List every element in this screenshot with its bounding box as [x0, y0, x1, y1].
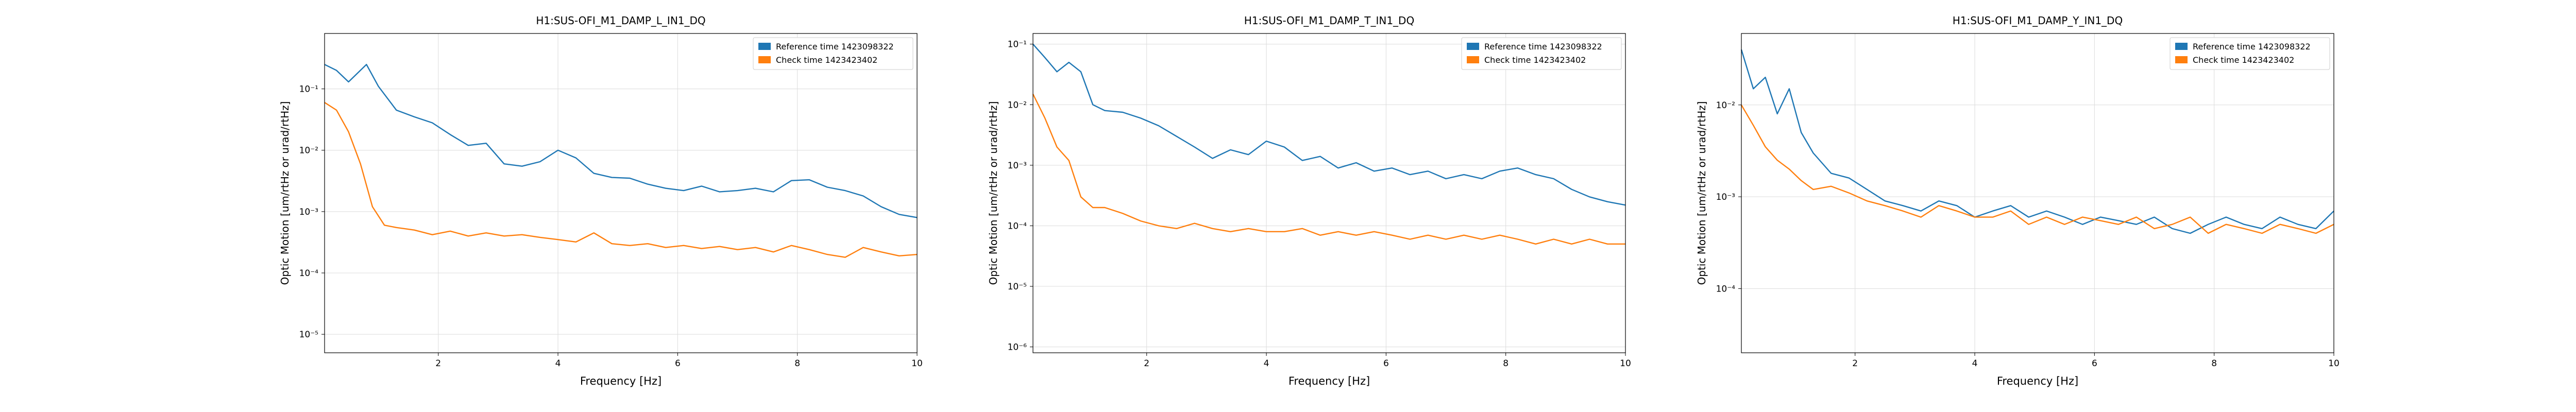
- chart-2: H1:SUS-OFI_M1_DAMP_T_IN1_DQ 2 4 6 8 10 10⁻⁶ 10⁻…: [987, 14, 1631, 387]
- x-tick-label: 2: [1144, 358, 1149, 369]
- axes-frame: [1741, 33, 2334, 353]
- y-axis-label: Optic Motion [um/rtHz or urad/rtHz]: [1696, 101, 1708, 285]
- legend-swatch: [2175, 43, 2188, 50]
- legend-box: [1461, 37, 1622, 70]
- legend-swatch: [758, 56, 771, 63]
- x-axis-label: Frequency [Hz]: [1997, 375, 2078, 387]
- x-tick-label: 2: [435, 358, 441, 369]
- x-tick-label: 8: [794, 358, 800, 369]
- y-tick-label: 10⁻³: [1008, 161, 1027, 171]
- x-tick-label: 6: [1383, 358, 1389, 369]
- legend-swatch: [1467, 56, 1479, 63]
- y-tick-label: 10⁻⁴: [1008, 221, 1027, 231]
- y-tick-label: 10⁻⁶: [1008, 342, 1027, 353]
- check-series-line: [324, 101, 918, 258]
- check-series-line: [1032, 94, 1625, 245]
- x-tick-label: 10: [2328, 358, 2340, 369]
- chart-title: H1:SUS-OFI_M1_DAMP_Y_IN1_DQ: [1953, 14, 2123, 27]
- legend: Reference time 1423098322 Check time 1423…: [753, 37, 913, 70]
- legend-label: Check time 1423423402: [776, 55, 877, 65]
- reference-series-line: [1032, 43, 1626, 206]
- legend-label: Reference time 1423098322: [2193, 42, 2311, 52]
- axes-frame: [324, 33, 918, 353]
- y-tick-label: 10⁻⁴: [299, 268, 319, 279]
- y-tick-label: 10⁻²: [1716, 100, 1735, 111]
- legend-label: Check time 1423423402: [2193, 55, 2294, 65]
- legend-swatch: [758, 43, 771, 50]
- reference-series-line: [1740, 49, 2334, 234]
- chart-1: H1:SUS-OFI_M1_DAMP_L_IN1_DQ 2 4 6 8 10 10⁻⁵ 10⁻…: [279, 14, 923, 387]
- x-tick-label: 6: [2092, 358, 2097, 369]
- chart-3: H1:SUS-OFI_M1_DAMP_Y_IN1_DQ 2 4 6 8 10 10⁻⁴ 10⁻…: [1696, 14, 2340, 387]
- x-axis-label: Frequency [Hz]: [1289, 375, 1370, 387]
- x-tick-label: 4: [1264, 358, 1269, 369]
- y-tick-label: 10⁻⁵: [299, 330, 318, 340]
- x-tick-label: 4: [555, 358, 561, 369]
- legend-label: Reference time 1423098322: [776, 42, 894, 52]
- x-tick-label: 6: [675, 358, 681, 369]
- legend-box: [753, 37, 913, 70]
- y-tick-label: 10⁻²: [1008, 100, 1027, 110]
- chart-title: H1:SUS-OFI_M1_DAMP_L_IN1_DQ: [536, 14, 705, 27]
- legend-label: Reference time 1423098322: [1484, 42, 1602, 52]
- legend-box: [2170, 37, 2330, 70]
- y-tick-label: 10⁻⁵: [1008, 282, 1027, 292]
- chart-title: H1:SUS-OFI_M1_DAMP_T_IN1_DQ: [1244, 14, 1414, 27]
- reference-series-line: [324, 63, 918, 218]
- y-axis-label: Optic Motion [um/rtHz or urad/rtHz]: [279, 101, 291, 285]
- x-tick-label: 2: [1852, 358, 1858, 369]
- legend-label: Check time 1423423402: [1484, 55, 1586, 65]
- legend: Reference time 1423098322 Check time 1423…: [1461, 37, 1622, 70]
- x-tick-label: 10: [1620, 358, 1631, 369]
- x-tick-label: 10: [911, 358, 923, 369]
- x-tick-label: 8: [1503, 358, 1509, 369]
- x-tick-label: 8: [2211, 358, 2217, 369]
- legend-swatch: [2175, 56, 2188, 63]
- y-tick-label: 10⁻³: [299, 207, 318, 217]
- y-tick-label: 10⁻²: [299, 146, 318, 156]
- y-tick-label: 10⁻¹: [1008, 40, 1027, 50]
- y-tick-label: 10⁻⁴: [1716, 284, 1736, 294]
- y-axis-label: Optic Motion [um/rtHz or urad/rtHz]: [987, 101, 999, 285]
- x-axis-label: Frequency [Hz]: [580, 375, 662, 387]
- y-tick-label: 10⁻³: [1716, 192, 1735, 202]
- legend-swatch: [1467, 43, 1479, 50]
- legend: Reference time 1423098322 Check time 1423…: [2170, 37, 2330, 70]
- check-series-line: [1740, 105, 2334, 234]
- axes-frame: [1032, 33, 1626, 353]
- x-tick-label: 4: [1972, 358, 1978, 369]
- y-tick-label: 10⁻¹: [299, 84, 318, 95]
